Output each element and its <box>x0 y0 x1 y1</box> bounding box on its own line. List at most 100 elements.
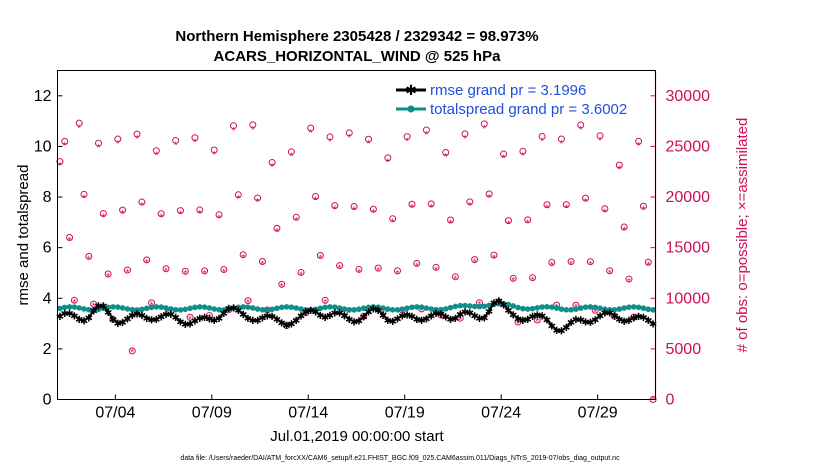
rmse-point: ✱ <box>56 312 64 323</box>
totalspread-point <box>515 304 521 311</box>
legend: ✱ rmse grand pr = 3.1996 totalspread gra… <box>396 82 627 118</box>
totalspread-point <box>394 307 401 313</box>
obs-possible-point <box>577 121 585 129</box>
obs-possible-point <box>123 266 131 274</box>
obs-possible-point <box>466 198 474 206</box>
obs-assimilated-point: * <box>613 314 617 325</box>
obs-assimilated-point: * <box>188 315 192 326</box>
obs-assimilated-point: * <box>569 260 573 271</box>
obs-assimilated-point: * <box>651 396 655 407</box>
obs-possible-point <box>596 132 604 140</box>
obs-assimilated-point: * <box>352 205 356 216</box>
rmse-point: ✱ <box>133 309 141 320</box>
obs-assimilated-point: * <box>439 312 443 323</box>
totalspread-point <box>216 306 222 313</box>
totalspread-point <box>611 306 618 313</box>
totalspread-point <box>172 306 179 313</box>
obs-assimilated-point: * <box>304 310 308 321</box>
totalspread-point <box>520 305 526 312</box>
obs-assimilated-point: * <box>521 151 525 162</box>
rmse-point: ✱ <box>442 312 450 323</box>
right-tick-label: 30000 <box>666 88 711 105</box>
obs-possible-point <box>427 200 435 208</box>
obs-assimilated-point: * <box>376 266 380 277</box>
obs-possible-point <box>249 121 257 129</box>
totalspread-point <box>471 303 478 310</box>
rmse-point: ✱ <box>85 313 93 324</box>
totalspread-point <box>544 303 550 310</box>
rmse-point: ✱ <box>384 316 392 327</box>
rmse-point: ✱ <box>644 316 652 327</box>
rmse-point: ✱ <box>552 326 560 337</box>
totalspread-point <box>539 304 545 310</box>
obs-assimilated-point: * <box>261 260 265 271</box>
rmse-point: ✱ <box>364 307 372 318</box>
obs-possible-point <box>601 205 609 213</box>
totalspread-point <box>635 304 642 311</box>
obs-assimilated-point: * <box>545 204 549 215</box>
totalspread-point <box>187 305 193 312</box>
rmse-point: ✱ <box>157 312 165 323</box>
totalspread-point <box>645 306 652 313</box>
obs-assimilated-point: * <box>289 152 293 163</box>
totalspread-point <box>211 306 218 312</box>
obs-assimilated-point: * <box>588 260 592 271</box>
obs-assimilated-point: * <box>458 315 462 326</box>
obs-assimilated-point: * <box>179 209 183 220</box>
totalspread-point <box>81 306 87 312</box>
rmse-point: ✱ <box>152 315 160 326</box>
obs-possible-point <box>331 202 339 210</box>
totalspread-point <box>630 304 637 310</box>
obs-assimilated-point: * <box>212 150 216 161</box>
totalspread-point <box>250 305 256 311</box>
rmse-point: ✱ <box>239 310 247 321</box>
rmse-point: ✱ <box>649 320 657 331</box>
obs-assimilated-point: * <box>183 269 187 280</box>
obs-assimilated-point: * <box>116 139 120 150</box>
totalspread-point <box>351 307 357 313</box>
totalspread-point <box>322 304 328 311</box>
rmse-point: ✱ <box>335 309 343 320</box>
totalspread-point <box>438 306 444 313</box>
totalspread-point <box>534 305 541 311</box>
obs-possible-point <box>504 217 512 225</box>
obs-assimilated-point: * <box>265 307 269 318</box>
obs-assimilated-point: * <box>232 126 236 137</box>
right-tick-label: 25000 <box>666 138 711 155</box>
totalspread-point <box>510 303 517 309</box>
obs-possible-point <box>413 259 421 267</box>
obs-possible-point <box>538 132 546 140</box>
obs-possible-point <box>133 130 141 138</box>
totalspread-point <box>259 306 266 313</box>
rmse-point: ✱ <box>543 316 551 327</box>
rmse-point: ✱ <box>200 313 208 324</box>
totalspread-point <box>399 306 406 313</box>
rmse-point: ✱ <box>176 317 184 328</box>
rmse-point: ✱ <box>282 321 290 332</box>
legend-rmse-marker: ✱ <box>405 82 417 98</box>
totalspread-point <box>86 306 92 313</box>
left-tick-label: 2 <box>43 341 52 358</box>
obs-possible-point <box>143 256 151 264</box>
obs-assimilated-point: * <box>560 139 564 150</box>
obs-assimilated-point: * <box>203 269 207 280</box>
rmse-point: ✱ <box>263 311 271 322</box>
rmse-point: ✱ <box>567 318 575 329</box>
obs-assimilated-point: * <box>314 196 318 207</box>
rmse-point: ✱ <box>369 304 377 315</box>
totalspread-point <box>61 304 68 311</box>
obs-assimilated-point: * <box>603 208 607 219</box>
rmse-point: ✱ <box>630 313 638 324</box>
obs-assimilated-point: * <box>516 319 520 330</box>
obs-assimilated-point: * <box>318 254 322 265</box>
rmse-point: ✱ <box>268 312 276 323</box>
totalspread-point <box>288 304 295 310</box>
totalspread-point <box>505 301 512 308</box>
obs-possible-point <box>321 296 329 304</box>
rmse-point: ✱ <box>306 306 314 317</box>
obs-possible-point <box>104 270 112 278</box>
totalspread-point <box>442 306 449 312</box>
rmse-point: ✱ <box>186 320 194 331</box>
obs-assimilated-point: * <box>617 165 621 176</box>
obs-possible-point <box>138 198 146 206</box>
